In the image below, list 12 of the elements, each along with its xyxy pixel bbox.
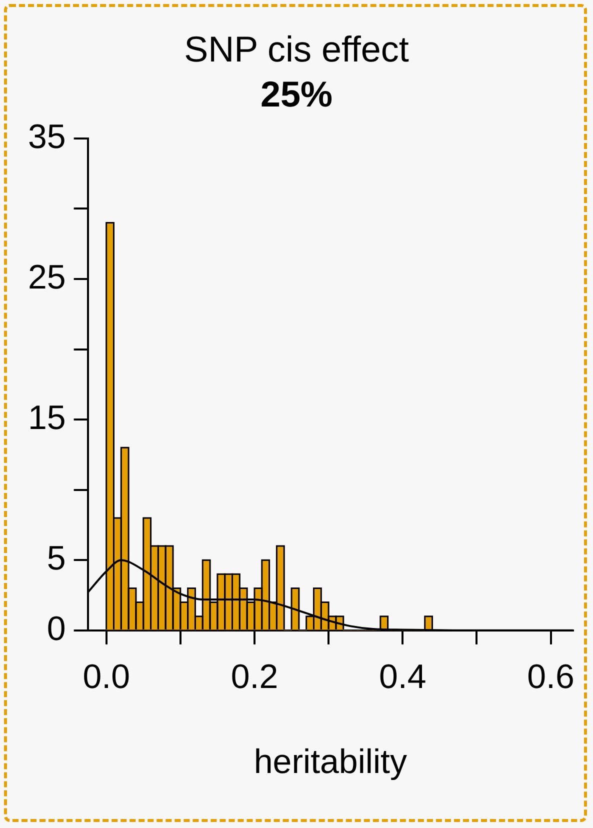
y-tick-label: 5 bbox=[46, 539, 66, 578]
y-tick-label: 35 bbox=[28, 118, 66, 156]
x-tick-label: 0.6 bbox=[527, 658, 574, 696]
x-tick-label: 0.2 bbox=[230, 658, 278, 696]
x-tick-label: 0.0 bbox=[82, 658, 130, 696]
y-tick-label: 15 bbox=[28, 398, 66, 437]
x-axis-title: heritability bbox=[254, 742, 407, 781]
x-tick-label: 0.4 bbox=[379, 658, 426, 696]
y-tick-label: 0 bbox=[46, 610, 66, 648]
y-tick-label: 25 bbox=[28, 258, 66, 296]
chart-subtitle: 25% bbox=[260, 74, 333, 115]
chart-title: SNP cis effect bbox=[184, 28, 409, 70]
